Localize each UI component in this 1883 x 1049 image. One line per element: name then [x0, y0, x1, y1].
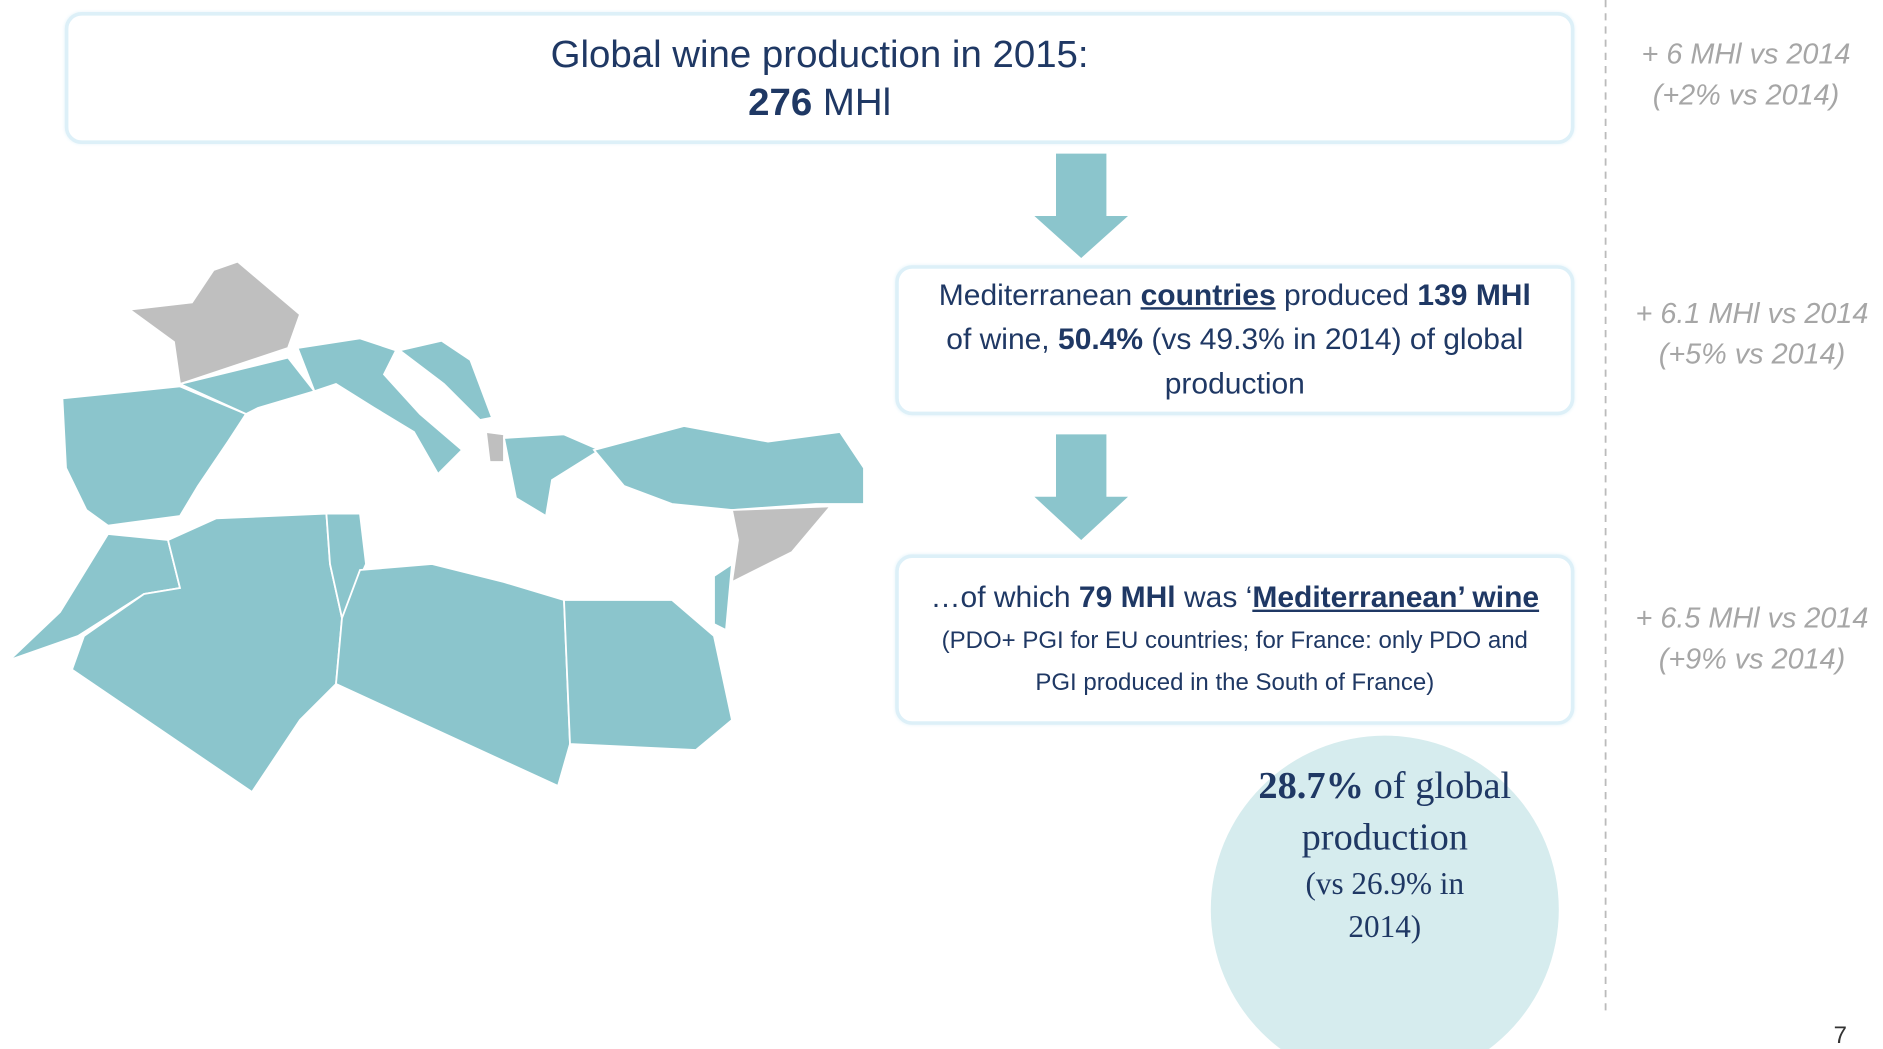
headline-value: 276 MHl	[68, 78, 1570, 126]
text: 139 MHl	[1417, 278, 1531, 312]
unit: MHl	[822, 80, 892, 124]
text: countries	[1140, 278, 1276, 312]
text: of wine,	[946, 322, 1050, 357]
arrow	[1034, 153, 1128, 258]
text: (+9% vs 2014)	[1658, 643, 1846, 676]
text: + 6.1 MHl vs 2014	[1635, 297, 1869, 330]
text: was ‘	[1183, 580, 1253, 615]
arrow	[1034, 434, 1128, 540]
text: + 6.5 MHl vs 2014	[1635, 602, 1869, 635]
iberia	[61, 385, 248, 527]
map	[8, 260, 865, 794]
headline: Global wine production in 2015:	[550, 32, 1089, 76]
text: + 6 MHl vs 2014	[1641, 38, 1851, 71]
share-circle: 28.7% of global production (vs 26.9% in …	[1210, 735, 1559, 1049]
value: 276	[748, 80, 813, 124]
italy	[296, 337, 464, 476]
text: Mediterranean’ wine	[1252, 580, 1540, 615]
page-number: 7	[1833, 1022, 1847, 1049]
share: 28.7%	[1258, 763, 1365, 807]
text: (+2% vs 2014)	[1652, 79, 1840, 112]
headline-box: Global wine production in 2015: 276 MHl	[64, 12, 1575, 144]
text: …of which 79 MHl was ‘Mediterranean’ win…	[925, 577, 1544, 702]
libya	[335, 563, 571, 788]
wine-box: …of which 79 MHl was ‘Mediterranean’ win…	[895, 554, 1575, 725]
text: (vs 26.9% in 2014)	[1305, 866, 1465, 945]
egypt	[563, 599, 733, 751]
france	[127, 260, 302, 386]
syria	[730, 505, 833, 584]
text: of global production	[1301, 763, 1512, 859]
turkey	[592, 425, 865, 511]
side-note: + 6.1 MHl vs 2014 (+5% vs 2014)	[1614, 294, 1883, 376]
levant	[713, 562, 734, 632]
south-france	[177, 356, 316, 415]
text: (+5% vs 2014)	[1658, 338, 1846, 371]
side-note: + 6 MHl vs 2014 (+2% vs 2014)	[1608, 35, 1883, 117]
text: Mediterranean	[938, 278, 1133, 312]
text: (vs 49.3% in 2014) of global production	[1151, 322, 1524, 401]
balkans	[397, 339, 494, 421]
side-note: + 6.5 MHl vs 2014 (+9% vs 2014)	[1614, 599, 1883, 681]
text: 28.7% of global production	[1211, 760, 1559, 863]
text: 50.4%	[1058, 322, 1144, 357]
greece	[502, 433, 602, 518]
text: produced	[1283, 278, 1410, 312]
macedonia	[484, 430, 505, 463]
text: 79 MHl	[1078, 580, 1176, 615]
text: (PDO+ PGI for EU countries; for France: …	[941, 627, 1528, 696]
mediterranean-box: Mediterranean countries produced 139 MHl…	[895, 265, 1575, 416]
text: Mediterranean countries produced 139 MHl…	[923, 274, 1547, 407]
text: …of which	[930, 580, 1071, 615]
